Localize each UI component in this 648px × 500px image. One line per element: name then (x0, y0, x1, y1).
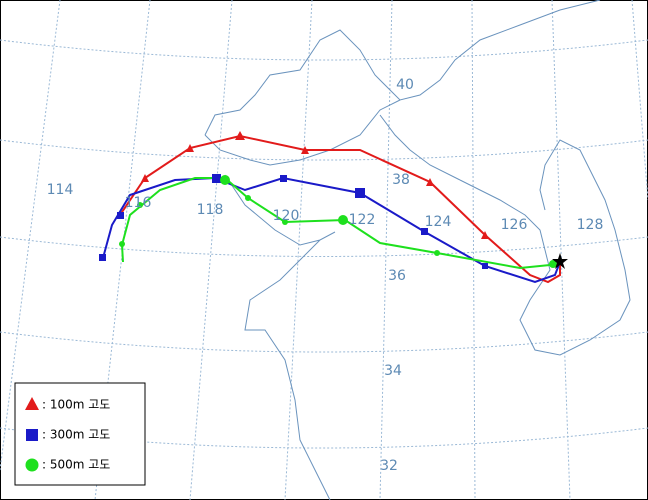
trajectory-100m (119, 134, 561, 284)
coastline (224, 174, 336, 500)
latitude-label: 34 (384, 363, 402, 379)
grid-labels: 114 116 118 120 122 124 126 128 40 38 36… (47, 77, 604, 474)
latitude-line (0, 331, 648, 353)
latitude-label: 36 (388, 268, 406, 284)
latitude-label: 40 (396, 77, 414, 93)
longitude-line (0, 0, 61, 471)
legend-label: : 300m 고도 (42, 428, 110, 442)
longitude-label: 126 (501, 217, 528, 233)
latitude-line (0, 427, 648, 449)
longitude-label: 128 (577, 217, 604, 233)
markers-100m (141, 131, 489, 239)
longitude-label: 120 (273, 208, 300, 224)
longitude-label: 118 (197, 202, 224, 218)
coastline (204, 0, 601, 136)
legend-label: : 500m 고도 (42, 458, 110, 472)
legend-symbol (26, 429, 38, 441)
longitude-line (551, 0, 571, 500)
longitude-line (471, 0, 476, 500)
legend-symbol (25, 397, 39, 410)
coastline (204, 99, 461, 181)
longitude-line (284, 0, 313, 500)
latitude-label: 32 (380, 458, 398, 474)
markers-500m (119, 175, 557, 268)
legend-label: : 100m 고도 (42, 398, 110, 412)
longitude-label: 124 (425, 214, 452, 230)
longitude-line (379, 0, 393, 500)
legend-symbol (25, 458, 39, 472)
origin-star (552, 253, 568, 269)
latitude-label: 38 (392, 172, 410, 188)
latitude-line (0, 39, 648, 61)
latitude-line (0, 236, 648, 257)
coastline (459, 139, 631, 356)
legend: : 100m 고도 : 300m 고도 : 500m 고도 (14, 382, 146, 486)
longitude-label: 122 (349, 212, 376, 228)
longitude-label: 114 (47, 182, 74, 198)
longitude-label: 116 (125, 195, 152, 211)
markers-300m (99, 174, 488, 269)
latitude-line (0, 139, 648, 161)
longitude-line (631, 0, 648, 201)
coastlines (204, 0, 631, 500)
trajectories (99, 131, 568, 284)
